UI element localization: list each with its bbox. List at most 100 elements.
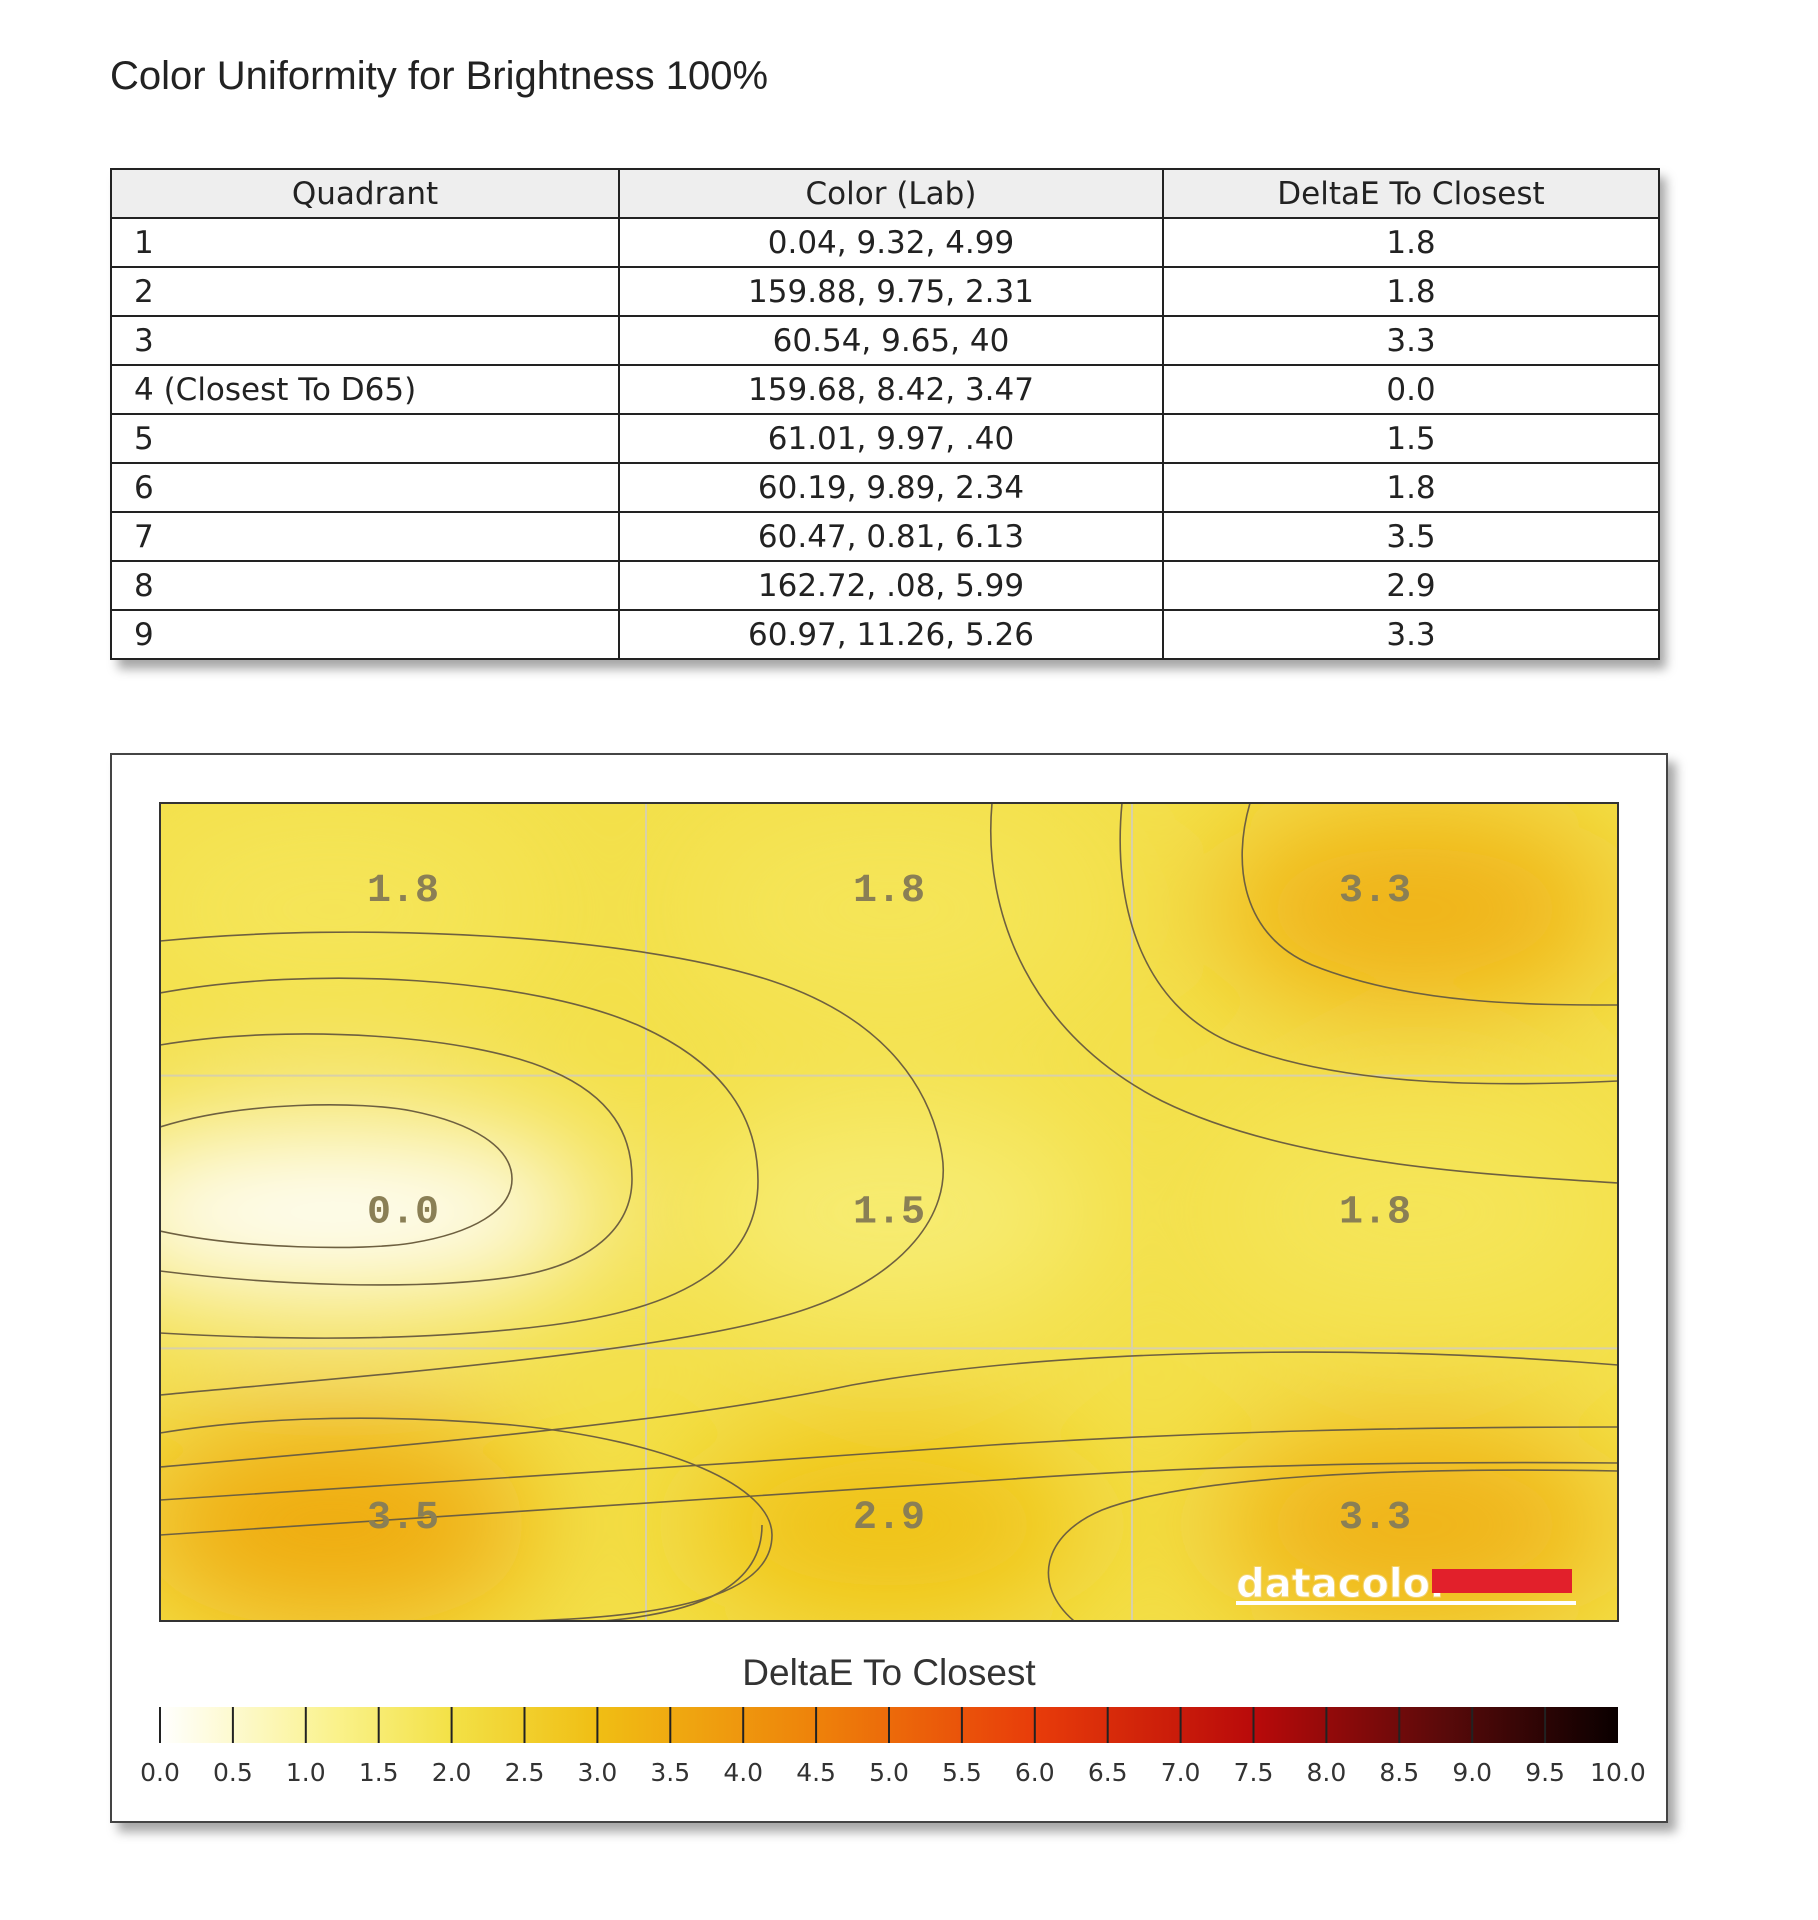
quadrant-cell: 3 bbox=[110, 315, 620, 366]
colorbar-tick-label: 8.5 bbox=[1379, 1758, 1419, 1787]
plot-border bbox=[159, 802, 1619, 1622]
cell-value-label: 1.8 bbox=[367, 869, 439, 914]
colorbar-tick-label: 4.5 bbox=[796, 1758, 836, 1787]
colorbar-tick-label: 9.0 bbox=[1452, 1758, 1492, 1787]
heat-blob bbox=[1210, 1108, 1618, 1316]
contour-line bbox=[990, 803, 1618, 1184]
colorbar-tick-label: 3.0 bbox=[578, 1758, 618, 1787]
table-row: 1 0.04, 9.32, 4.99 1.8 bbox=[110, 217, 1660, 268]
contour-line bbox=[1119, 803, 1618, 1085]
deltae-cell: 0.0 bbox=[1162, 364, 1660, 415]
colorbar-tick-label: 1.5 bbox=[359, 1758, 399, 1787]
header-deltae: DeltaE To Closest bbox=[1162, 168, 1660, 219]
uniformity-table-container: Quadrant Color (Lab) DeltaE To Closest 1… bbox=[110, 168, 1660, 660]
logo-wordmark: datacolor bbox=[1236, 1561, 1450, 1607]
quadrant-cell: 1 bbox=[110, 217, 620, 268]
lab-cell: 61.01, 9.97, .40 bbox=[618, 413, 1164, 464]
lab-cell: 0.04, 9.32, 4.99 bbox=[618, 217, 1164, 268]
contour-line bbox=[160, 1426, 1618, 1501]
contour-line bbox=[1047, 1469, 1618, 1621]
heat-blob bbox=[160, 805, 538, 1013]
lab-cell: 162.72, .08, 5.99 bbox=[618, 560, 1164, 611]
logo-red-bar bbox=[1432, 1569, 1572, 1593]
cell-value-label: 3.5 bbox=[367, 1496, 439, 1541]
table-row: 8 162.72, .08, 5.99 2.9 bbox=[110, 560, 1660, 611]
cell-value-label: 1.8 bbox=[1339, 1191, 1411, 1236]
heat-blob bbox=[684, 1108, 1094, 1316]
heat-blob bbox=[160, 1124, 601, 1300]
colorbar-tick-label: 4.0 bbox=[723, 1758, 763, 1787]
quadrant-cell: 2 bbox=[110, 266, 620, 317]
contour-line bbox=[160, 977, 759, 1339]
colorbar-tick-label: 1.0 bbox=[286, 1758, 326, 1787]
cell-value-label: 3.3 bbox=[1339, 1496, 1411, 1541]
datacolor-logo: datacolor bbox=[1236, 1561, 1576, 1608]
table-row: 4 (Closest To D65) 159.68, 8.42, 3.47 0.… bbox=[110, 364, 1660, 415]
grid-lines bbox=[160, 803, 1618, 1621]
lab-cell: 60.97, 11.26, 5.26 bbox=[618, 609, 1164, 660]
cell-value-label: 1.8 bbox=[853, 869, 925, 914]
colorbar-tick-label: 5.0 bbox=[869, 1758, 909, 1787]
header-color-lab: Color (Lab) bbox=[618, 168, 1164, 219]
cell-value-labels: 1.8 1.8 3.3 0.0 1.5 1.8 3.5 2.9 3.3 bbox=[367, 869, 1411, 1541]
cell-value-label: 3.3 bbox=[1339, 869, 1411, 914]
lab-cell: 60.54, 9.65, 40 bbox=[618, 315, 1164, 366]
heat-blobs bbox=[160, 805, 1618, 1621]
lab-cell: 60.47, 0.81, 6.13 bbox=[618, 511, 1164, 562]
lab-cell: 159.68, 8.42, 3.47 bbox=[618, 364, 1164, 415]
colorbar-tick-label: 6.5 bbox=[1088, 1758, 1128, 1787]
lab-cell: 159.88, 9.75, 2.31 bbox=[618, 266, 1164, 317]
table-header-row: Quadrant Color (Lab) DeltaE To Closest bbox=[110, 168, 1660, 219]
header-quadrant: Quadrant bbox=[110, 168, 620, 219]
colorbar-tick-label: 6.0 bbox=[1015, 1758, 1055, 1787]
contour-line bbox=[160, 1033, 633, 1286]
contour-line bbox=[160, 931, 944, 1396]
logo-underline bbox=[1236, 1601, 1576, 1605]
deltae-cell: 2.9 bbox=[1162, 560, 1660, 611]
contour-line bbox=[160, 1461, 1618, 1536]
table-row: 9 60.97, 11.26, 5.26 3.3 bbox=[110, 609, 1660, 660]
colorbar-tick-label: 2.5 bbox=[505, 1758, 545, 1787]
colorbar-tick-label: 7.0 bbox=[1161, 1758, 1201, 1787]
quadrant-cell: 9 bbox=[110, 609, 620, 660]
colorbar-tick-labels: 0.0 0.5 1.0 1.5 2.0 2.5 3.0 3.5 4.0 4.5 5.0 5.5 6.0 6… bbox=[140, 1758, 1646, 1787]
deltae-cell: 1.8 bbox=[1162, 217, 1660, 268]
uniformity-heatmap: 1.8 1.8 3.3 0.0 1.5 1.8 3.5 2.9 3.3 datacolor De… bbox=[140, 802, 1646, 1787]
contour-lines bbox=[160, 803, 1618, 1621]
colorbar-title: DeltaE To Closest bbox=[742, 1652, 1036, 1693]
colorbar-tick-label: 2.0 bbox=[432, 1758, 472, 1787]
cell-value-label: 1.5 bbox=[853, 1191, 925, 1236]
colorbar-tick-label: 8.0 bbox=[1307, 1758, 1347, 1787]
cell-value-label: 0.0 bbox=[367, 1191, 439, 1236]
colorbar-tick-label: 7.5 bbox=[1234, 1758, 1274, 1787]
contour-line bbox=[160, 1104, 513, 1249]
colorbar-tick-label: 0.0 bbox=[140, 1758, 180, 1787]
deltae-cell: 1.5 bbox=[1162, 413, 1660, 464]
quadrant-cell: 5 bbox=[110, 413, 620, 464]
heat-blob bbox=[684, 805, 1094, 1013]
heat-field bbox=[160, 803, 1618, 1621]
table-row: 2 159.88, 9.75, 2.31 1.8 bbox=[110, 266, 1660, 317]
heat-blob bbox=[160, 1421, 538, 1621]
table-row: 5 61.01, 9.97, .40 1.5 bbox=[110, 413, 1660, 464]
lab-cell: 60.19, 9.89, 2.34 bbox=[618, 462, 1164, 513]
contour-line bbox=[601, 1524, 763, 1621]
colorbar-tick-label: 10.0 bbox=[1590, 1758, 1646, 1787]
table-row: 6 60.19, 9.89, 2.34 1.8 bbox=[110, 462, 1660, 513]
quadrant-cell: 8 bbox=[110, 560, 620, 611]
table-row: 7 60.47, 0.81, 6.13 3.5 bbox=[110, 511, 1660, 562]
deltae-cell: 3.3 bbox=[1162, 609, 1660, 660]
heat-blob bbox=[684, 1421, 1094, 1621]
uniformity-table: Quadrant Color (Lab) DeltaE To Closest 1… bbox=[110, 168, 1660, 660]
deltae-cell: 3.3 bbox=[1162, 315, 1660, 366]
colorbar-tick-label: 3.5 bbox=[650, 1758, 690, 1787]
contour-line bbox=[1241, 803, 1618, 1006]
deltae-cell: 3.5 bbox=[1162, 511, 1660, 562]
quadrant-cell: 4 (Closest To D65) bbox=[110, 364, 620, 415]
colorbar-ticks bbox=[159, 1707, 1547, 1743]
colorbar-tick-label: 9.5 bbox=[1525, 1758, 1565, 1787]
page-title: Color Uniformity for Brightness 100% bbox=[110, 54, 769, 98]
quadrant-cell: 6 bbox=[110, 462, 620, 513]
contour-line bbox=[160, 1417, 773, 1621]
colorbar-tick-label: 5.5 bbox=[942, 1758, 982, 1787]
